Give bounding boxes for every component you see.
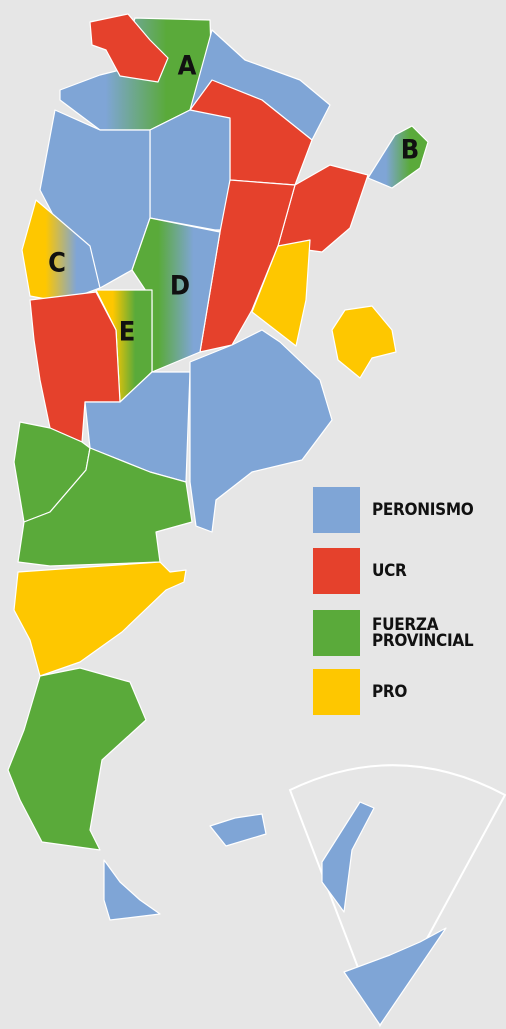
legend-label: UCR — [372, 561, 407, 581]
legend-item: UCR — [313, 548, 492, 594]
province — [103, 859, 161, 921]
province — [209, 813, 267, 847]
map-label: E — [119, 317, 136, 348]
map-label: D — [170, 271, 190, 302]
province — [189, 329, 333, 533]
map-label: B — [401, 135, 420, 166]
legend-label: FUERZA PROVINCIAL — [372, 615, 474, 651]
province — [89, 13, 169, 83]
legend-swatch — [313, 548, 360, 594]
province — [331, 305, 397, 379]
antarctic-peninsula — [321, 801, 375, 913]
province — [29, 291, 121, 443]
legend-swatch — [313, 610, 360, 656]
legend-item: PERONISMO — [313, 487, 492, 533]
legend-label: PRO — [372, 682, 408, 702]
province — [251, 239, 311, 347]
province — [13, 561, 187, 677]
provinces — [7, 13, 506, 1028]
map-label: C — [48, 248, 66, 279]
legend-label: PERONISMO — [372, 500, 474, 520]
map-label: A — [178, 51, 197, 82]
province — [149, 109, 231, 231]
antarctic-land — [343, 927, 447, 1026]
legend-item: FUERZA PROVINCIAL — [313, 610, 484, 656]
legend-swatch — [313, 669, 360, 715]
legend-item: PRO — [313, 669, 492, 715]
antarctic-sector — [288, 764, 506, 1028]
province — [7, 667, 147, 851]
province — [17, 447, 193, 567]
legend-swatch — [313, 487, 360, 533]
province — [367, 125, 429, 189]
